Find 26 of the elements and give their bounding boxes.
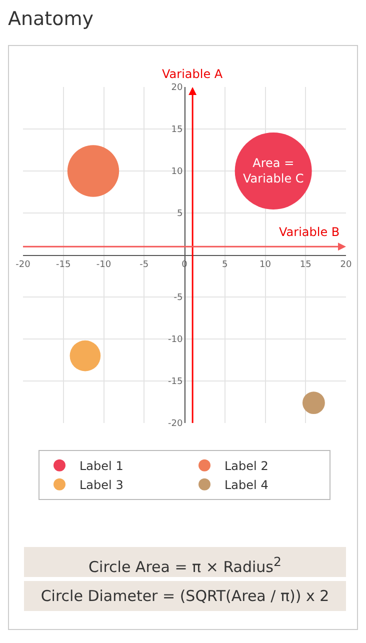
x-tick-label: 5 [222, 260, 228, 270]
x-tick-label: -10 [96, 260, 112, 270]
x-tick-label: -5 [140, 260, 149, 270]
y-tick-label: -20 [168, 419, 183, 430]
y-tick-label: 10 [171, 167, 183, 178]
legend-label: Label 1 [80, 459, 124, 474]
legend-label: Label 2 [224, 459, 268, 474]
y-tick-label: -5 [174, 293, 183, 304]
text: Circle Diameter = (SQRT(Area / π)) x 2 [24, 581, 346, 611]
text: Circle Area = π × Radius$^{2}$ [24, 547, 346, 577]
y-tick-label: -10 [168, 335, 183, 346]
legend-label: Label 4 [224, 478, 268, 492]
x-axis-title: Variable B [279, 225, 340, 239]
x-tick-label: 10 [260, 260, 272, 270]
x-tick-label: -20 [16, 260, 31, 270]
x-tick-label: -15 [56, 260, 71, 270]
y-tick-label: -15 [168, 377, 183, 388]
annotation: Area = Variable C [243, 156, 304, 186]
y-tick-label: 20 [171, 83, 183, 94]
x-tick-label: 15 [300, 260, 312, 270]
legend-label: Label 3 [80, 478, 124, 492]
y-tick-label: 5 [176, 209, 183, 220]
y-tick-label: 15 [171, 125, 183, 136]
y-axis-title: Variable A [162, 67, 224, 81]
chart-title: Anatomy [8, 8, 94, 30]
x-tick-label: 20 [340, 260, 352, 270]
